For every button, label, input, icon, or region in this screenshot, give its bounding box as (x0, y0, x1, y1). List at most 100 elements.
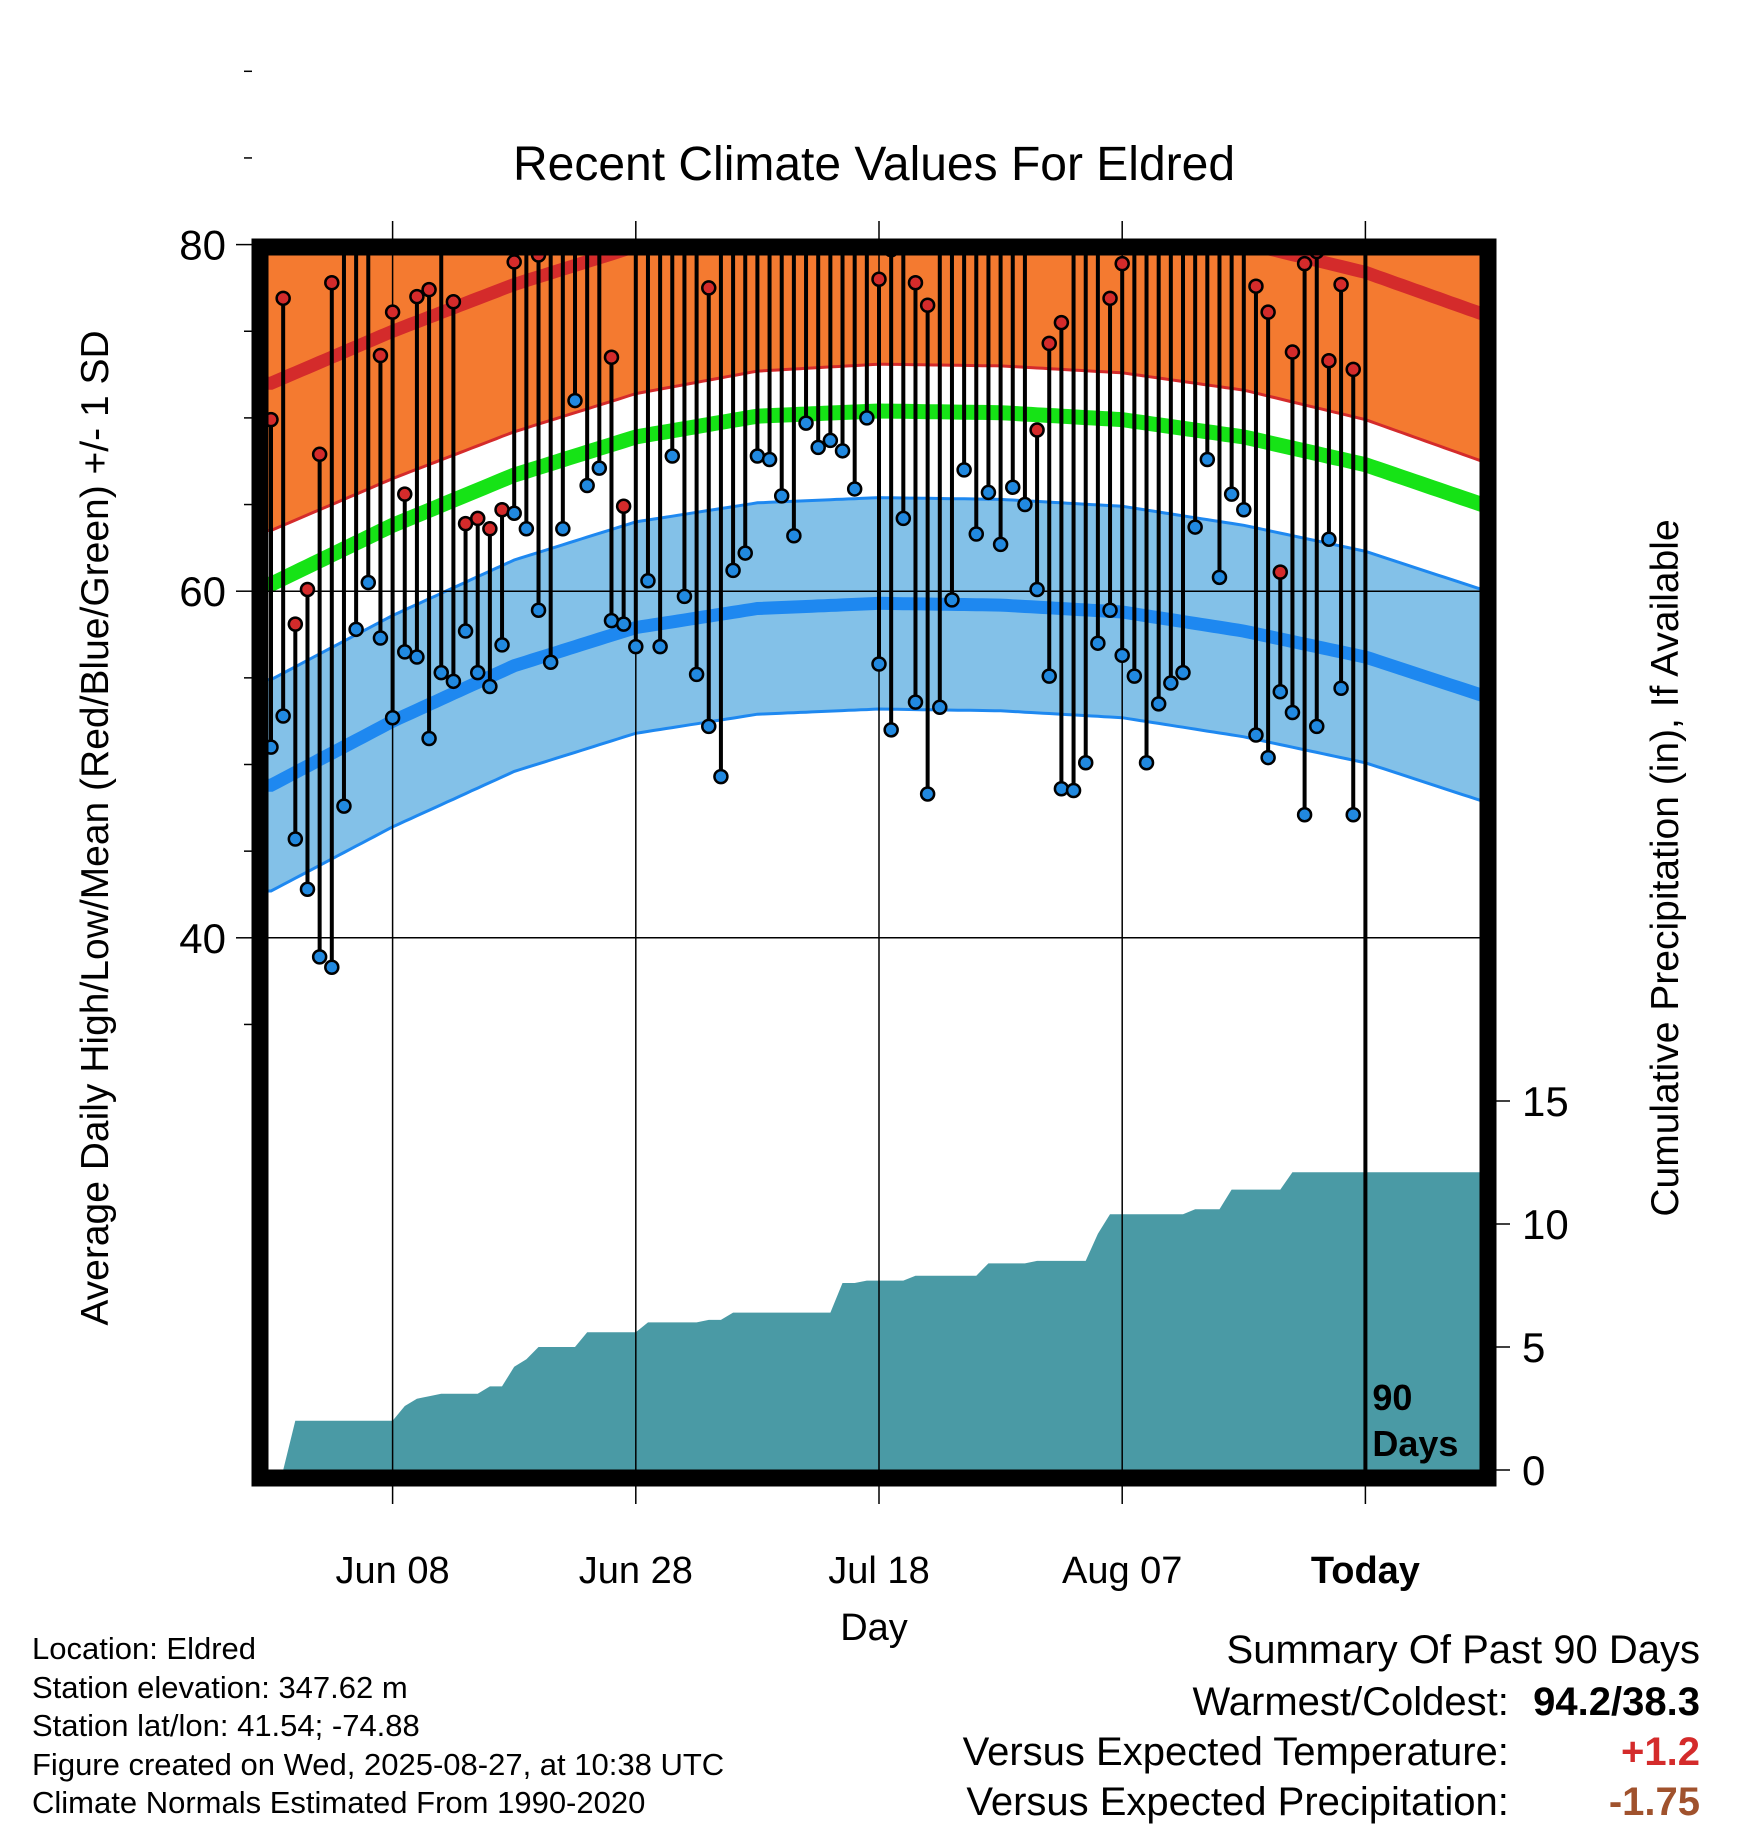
high-point (727, 113, 740, 126)
high-point (701, 280, 717, 296)
low-point (907, 694, 924, 710)
low-point (311, 949, 328, 965)
low-point (275, 708, 291, 724)
warm-cold-row: Warmest/Coldest: 94.2/38.3 (963, 1677, 1701, 1727)
high-point (445, 294, 462, 310)
low-point (360, 574, 377, 591)
high-point (1284, 344, 1301, 360)
warm-cold-label: Warmest/Coldest: (1192, 1680, 1509, 1724)
low-point (859, 410, 875, 426)
low-point (871, 656, 887, 672)
plot-area: 90 Days (260, 39, 1488, 1478)
high-point (593, 39, 606, 52)
high-point (362, 212, 375, 225)
high-point (482, 521, 498, 537)
low-point (1211, 569, 1228, 586)
temp-label: Versus Expected Temperature: (962, 1730, 1509, 1774)
low-point (518, 521, 535, 537)
high-point (409, 288, 425, 305)
low-point (1321, 531, 1337, 547)
low-point (1199, 451, 1216, 468)
high-point (275, 290, 291, 307)
low-point (409, 649, 425, 665)
summary-title: Summary Of Past 90 Days (1226, 1628, 1700, 1672)
temp-value: +1.2 (1621, 1730, 1700, 1774)
low-point (1090, 635, 1106, 651)
high-point (435, 197, 448, 210)
low-point (701, 718, 717, 735)
high-point (1102, 290, 1118, 307)
low-point (457, 623, 474, 639)
low-point (980, 484, 997, 501)
low-point (688, 666, 705, 683)
low-point (810, 439, 826, 456)
low-point (1065, 782, 1082, 799)
high-point (1053, 314, 1070, 331)
low-point (336, 798, 352, 814)
high-point (1237, 136, 1250, 149)
low-point (676, 588, 693, 605)
low-point (542, 654, 559, 671)
x-tick-label: Jun 28 (579, 1550, 693, 1592)
high-point (1213, 106, 1226, 119)
low-point (1102, 602, 1118, 619)
low-point (1053, 781, 1070, 797)
low-point (433, 664, 449, 681)
low-point (494, 637, 510, 653)
high-point (824, 216, 837, 229)
low-point (1187, 519, 1203, 535)
high-point (384, 304, 401, 320)
low-point (506, 505, 522, 521)
x-tick-label: Aug 07 (1062, 1550, 1182, 1592)
high-point (1296, 255, 1313, 272)
low-point (421, 730, 437, 747)
low-point (1017, 496, 1033, 513)
high-point (1114, 255, 1130, 272)
high-point (1128, 219, 1141, 232)
elevation-text: Station elevation: 347.62 m (32, 1669, 408, 1705)
low-point (1260, 749, 1276, 766)
low-point (992, 536, 1009, 553)
normals-text: Climate Normals Estimated From 1990-2020 (32, 1785, 646, 1821)
high-point (1041, 335, 1057, 352)
high-point (615, 498, 632, 515)
high-point (994, 94, 1007, 107)
high-point (397, 486, 413, 502)
today-label-unit: Days (1372, 1423, 1458, 1464)
low-point (372, 630, 389, 646)
precip-value: -1.75 (1608, 1780, 1700, 1824)
high-point (1029, 422, 1045, 438)
high-point (287, 616, 304, 632)
low-point (1126, 668, 1143, 684)
low-point (640, 573, 656, 589)
low-point (1005, 479, 1021, 495)
low-point (1223, 486, 1240, 502)
high-point (1091, 191, 1104, 204)
high-point (337, 117, 350, 130)
low-point (968, 526, 985, 542)
low-point (1272, 683, 1289, 700)
high-point (945, 120, 958, 133)
low-point (664, 448, 681, 464)
y2-axis-label: Cumulative Precipitation (in), If Availa… (1644, 519, 1687, 1216)
high-point (421, 281, 437, 298)
x-tick-label: Jul 18 (828, 1550, 929, 1592)
location-text: Location: Eldred (32, 1631, 257, 1666)
high-point (739, 124, 752, 137)
x-axis-label: Day (840, 1607, 908, 1649)
y-axis-label: Average Daily High/Low/Mean (Red/Blue/Gr… (74, 330, 117, 1325)
high-point (1177, 47, 1190, 60)
created-text: Figure created on Wed, 2025-08-27, at 10… (32, 1746, 725, 1782)
mean-normal-line (260, 403, 1488, 592)
low-point (1236, 501, 1252, 518)
low-point (1309, 718, 1325, 735)
axes: 40 60 80 0 5 10 15 Jun 08 Jun 28 Jul 18 Aug 07 Toda… (179, 70, 1569, 1592)
low-point (567, 392, 583, 409)
low-point (786, 527, 802, 544)
high-point (871, 271, 887, 288)
high-point (836, 125, 849, 138)
low-point (1150, 696, 1167, 712)
low-point (324, 959, 340, 976)
plot-inner: 90 Days (260, 39, 1488, 1478)
